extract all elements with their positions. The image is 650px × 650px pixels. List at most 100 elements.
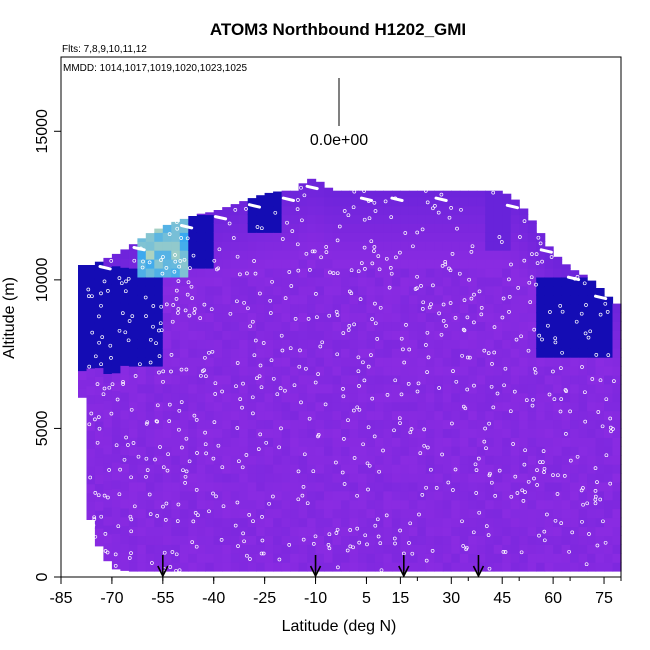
heatmap-cell xyxy=(281,490,291,501)
heatmap-cell xyxy=(425,294,435,305)
heatmap-cell xyxy=(544,357,554,367)
heatmap-cell xyxy=(315,366,325,376)
heatmap-cell xyxy=(341,232,351,242)
heatmap-cell xyxy=(315,232,325,242)
heatmap-cell xyxy=(604,464,614,474)
heatmap-cell xyxy=(459,499,469,510)
heatmap-cell xyxy=(281,357,291,367)
heatmap-cell xyxy=(264,499,274,510)
heatmap-cell xyxy=(332,285,342,296)
heatmap-cell xyxy=(417,535,427,545)
heatmap-cell xyxy=(239,339,249,349)
observation-point xyxy=(250,395,255,400)
heatmap-cell xyxy=(366,250,376,260)
observation-point xyxy=(185,292,190,297)
heatmap-cell xyxy=(493,259,503,269)
heatmap-cell xyxy=(544,499,554,510)
heatmap-cell xyxy=(315,499,325,510)
observation-point xyxy=(598,312,603,317)
heatmap-cell xyxy=(561,303,571,314)
heatmap-cell xyxy=(188,259,198,269)
heatmap-cell xyxy=(485,553,495,563)
observation-point xyxy=(144,421,149,426)
heatmap-cell xyxy=(358,383,368,394)
heatmap-cell xyxy=(78,317,88,327)
heatmap-cell xyxy=(434,490,444,501)
heatmap-cell xyxy=(128,464,138,474)
observation-point xyxy=(425,370,429,374)
heatmap-cell xyxy=(391,268,401,278)
heatmap-cell xyxy=(264,490,274,501)
heatmap-cell xyxy=(341,339,351,349)
heatmap-cell xyxy=(307,401,317,412)
heatmap-cell xyxy=(213,508,223,519)
observation-point xyxy=(106,495,110,500)
heatmap-cell xyxy=(595,410,605,421)
observation-point xyxy=(367,463,372,468)
heatmap-cell xyxy=(145,383,155,394)
observation-point xyxy=(331,271,336,275)
heatmap-cell xyxy=(544,517,554,528)
observation-point xyxy=(231,236,236,240)
heatmap-cell xyxy=(298,473,308,483)
observation-point xyxy=(527,280,532,285)
heatmap-cell xyxy=(188,553,198,563)
heatmap-cell xyxy=(612,481,622,492)
observation-point xyxy=(301,537,306,542)
heatmap-cell xyxy=(128,303,138,314)
observation-point xyxy=(175,226,180,231)
heatmap-cell xyxy=(527,526,537,536)
heatmap-cell xyxy=(324,366,334,376)
heatmap-cell xyxy=(120,436,130,447)
observation-point xyxy=(159,258,163,262)
observation-point xyxy=(126,443,130,447)
heatmap-cell xyxy=(425,553,435,563)
heatmap-cell xyxy=(442,339,452,349)
heatmap-cell xyxy=(510,544,520,554)
flight-track-segment xyxy=(505,203,519,210)
heatmap-cell xyxy=(128,357,138,367)
heatmap-cell xyxy=(239,303,249,314)
heatmap-cell xyxy=(315,250,325,260)
heatmap-cell xyxy=(366,562,376,572)
heatmap-cell xyxy=(425,473,435,483)
heatmap-cell xyxy=(536,383,546,394)
heatmap-cell xyxy=(358,285,368,296)
observation-point xyxy=(289,284,294,288)
observation-point xyxy=(184,469,189,474)
heatmap-cell xyxy=(120,302,130,313)
observation-point xyxy=(487,473,492,478)
heatmap-cell xyxy=(179,357,189,367)
heatmap-cell xyxy=(188,562,198,572)
observation-point xyxy=(533,370,538,375)
heatmap-cell xyxy=(103,551,113,562)
heatmap-cell xyxy=(425,374,435,385)
heatmap-cell xyxy=(468,544,478,554)
heatmap-cell xyxy=(137,428,147,438)
heatmap-cell xyxy=(341,535,351,545)
heatmap-cell xyxy=(290,401,300,412)
observation-point xyxy=(453,467,458,472)
observation-point xyxy=(586,335,591,340)
heatmap-cell xyxy=(205,490,215,501)
heatmap-cell xyxy=(307,437,317,447)
heatmap-cell xyxy=(94,296,104,306)
heatmap-cell xyxy=(171,294,181,305)
heatmap-cell xyxy=(604,366,614,376)
heatmap-cell xyxy=(442,473,452,483)
heatmap-cell xyxy=(493,499,503,510)
heatmap-cell xyxy=(128,348,138,358)
heatmap-cell xyxy=(459,383,469,394)
observation-point xyxy=(548,310,552,314)
heatmap-cell xyxy=(315,553,325,563)
heatmap-cell xyxy=(476,517,486,528)
heatmap-cell xyxy=(366,348,376,358)
observation-point xyxy=(473,462,478,467)
heatmap-cell xyxy=(315,490,325,501)
heatmap-cell xyxy=(324,196,334,207)
observation-point xyxy=(150,561,154,565)
heatmap-cell xyxy=(290,268,300,278)
observation-point xyxy=(532,476,536,481)
heatmap-cell xyxy=(213,544,223,554)
heatmap-cell xyxy=(391,455,401,465)
